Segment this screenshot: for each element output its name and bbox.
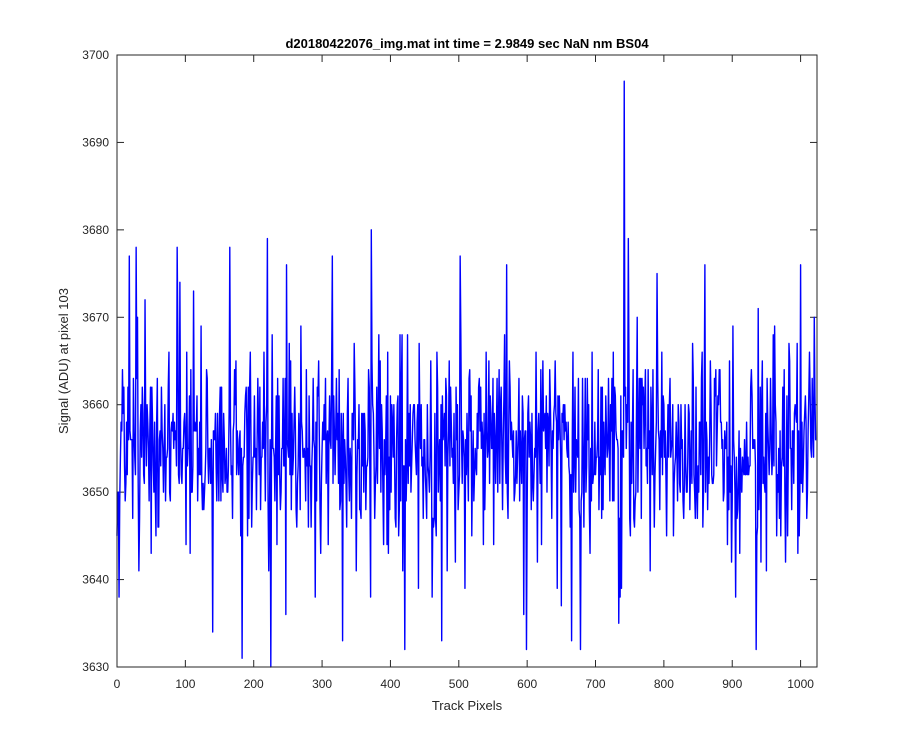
y-tick-label: 3650 xyxy=(82,485,109,499)
x-tick-label: 600 xyxy=(517,677,537,691)
x-tick-label: 500 xyxy=(449,677,469,691)
x-tick-label: 1000 xyxy=(787,677,814,691)
series-layer xyxy=(116,80,817,668)
y-tick-label: 3680 xyxy=(82,223,109,237)
x-tick-label: 300 xyxy=(312,677,332,691)
y-axis-label: Signal (ADU) at pixel 103 xyxy=(56,288,71,434)
signal-series-line xyxy=(116,80,817,668)
x-tick-label: 200 xyxy=(244,677,264,691)
x-tick-labels: 0 100 200 300 400 500 600 700 800 900 1000 xyxy=(114,677,815,691)
x-tick-label: 0 xyxy=(114,677,121,691)
y-tick-label: 3630 xyxy=(82,660,109,674)
x-tick-label: 900 xyxy=(722,677,742,691)
y-tick-label: 3660 xyxy=(82,398,109,412)
x-tick-label: 800 xyxy=(654,677,674,691)
x-tick-label: 700 xyxy=(586,677,606,691)
x-axis-label: Track Pixels xyxy=(432,698,503,713)
axes-box xyxy=(116,54,818,668)
y-tick-label: 3700 xyxy=(82,48,109,62)
y-tick-label: 3640 xyxy=(82,573,109,587)
x-tick-label: 400 xyxy=(380,677,400,691)
y-tick-label: 3670 xyxy=(82,310,109,324)
plot-area xyxy=(117,55,817,667)
y-tick-label: 3690 xyxy=(82,135,109,149)
x-tick-label: 100 xyxy=(175,677,195,691)
y-tick-labels: 3630 3640 3650 3660 3670 3680 3690 3700 xyxy=(82,48,109,674)
chart-title: d20180422076_img.mat int time = 2.9849 s… xyxy=(285,36,649,51)
